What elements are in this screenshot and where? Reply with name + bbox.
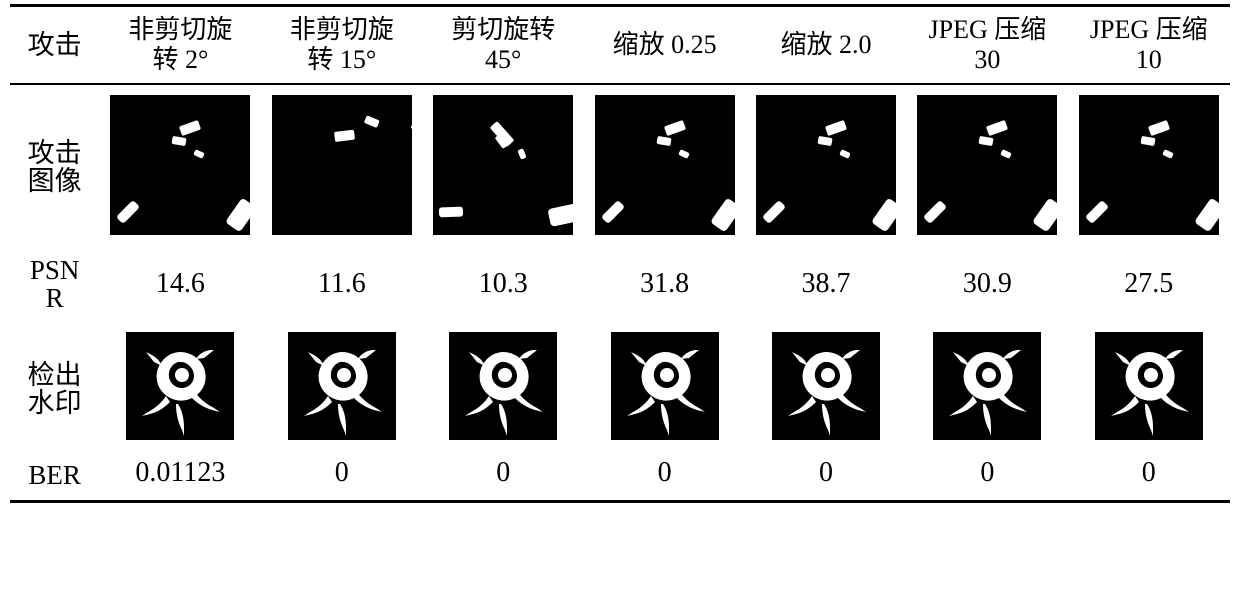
ber-value: 0	[1068, 451, 1229, 501]
watermark-thumb	[423, 322, 584, 451]
watermark-thumb	[907, 322, 1068, 451]
psnr-value: 30.9	[907, 246, 1068, 323]
rose-icon	[772, 332, 880, 440]
psnr-value: 14.6	[100, 246, 261, 323]
row-label-ber: BER	[10, 451, 100, 501]
ber-value: 0	[261, 451, 422, 501]
detected-watermark-row: 检出水印	[10, 322, 1230, 451]
psnr-value: 10.3	[423, 246, 584, 323]
row-label-attacked-image: 攻击图像	[10, 84, 100, 246]
row-label-detected-watermark: 检出水印	[10, 322, 100, 451]
attacked-thumb	[100, 84, 261, 246]
ber-value: 0	[584, 451, 745, 501]
psnr-row: PSNR 14.6 11.6 10.3 31.8 38.7 30.9 27.5	[10, 246, 1230, 323]
attacked-thumb	[423, 84, 584, 246]
watermark-thumb	[584, 322, 745, 451]
col-header: 剪切旋转45°	[423, 6, 584, 84]
col-header: 缩放 0.25	[584, 6, 745, 84]
attacked-thumb	[261, 84, 422, 246]
attacked-thumb	[584, 84, 745, 246]
attacked-thumb	[745, 84, 906, 246]
row-label-psnr: PSNR	[10, 246, 100, 323]
watermark-thumb	[745, 322, 906, 451]
rose-icon	[933, 332, 1041, 440]
row-label-attack: 攻击	[10, 6, 100, 84]
ber-value: 0	[745, 451, 906, 501]
attacked-image-row: 攻击图像	[10, 84, 1230, 246]
rose-icon	[611, 332, 719, 440]
ber-value: 0	[423, 451, 584, 501]
ber-value: 0.01123	[100, 451, 261, 501]
rose-icon	[1095, 332, 1203, 440]
watermark-thumb	[100, 322, 261, 451]
header-row: 攻击 非剪切旋转 2° 非剪切旋转 15° 剪切旋转45° 缩放 0.25 缩放…	[10, 6, 1230, 84]
rose-icon	[449, 332, 557, 440]
ber-value: 0	[907, 451, 1068, 501]
watermark-thumb	[261, 322, 422, 451]
psnr-value: 27.5	[1068, 246, 1229, 323]
attacked-thumb	[1068, 84, 1229, 246]
rose-icon	[288, 332, 396, 440]
col-header: 非剪切旋转 15°	[261, 6, 422, 84]
psnr-value: 11.6	[261, 246, 422, 323]
col-header: 非剪切旋转 2°	[100, 6, 261, 84]
col-header: 缩放 2.0	[745, 6, 906, 84]
rose-icon	[126, 332, 234, 440]
attacked-thumb	[907, 84, 1068, 246]
psnr-value: 38.7	[745, 246, 906, 323]
col-header: JPEG 压缩10	[1068, 6, 1229, 84]
ber-row: BER 0.01123 0 0 0 0 0 0	[10, 451, 1230, 501]
col-header: JPEG 压缩30	[907, 6, 1068, 84]
watermark-thumb	[1068, 322, 1229, 451]
psnr-value: 31.8	[584, 246, 745, 323]
attack-results-table: 攻击 非剪切旋转 2° 非剪切旋转 15° 剪切旋转45° 缩放 0.25 缩放…	[10, 4, 1230, 503]
